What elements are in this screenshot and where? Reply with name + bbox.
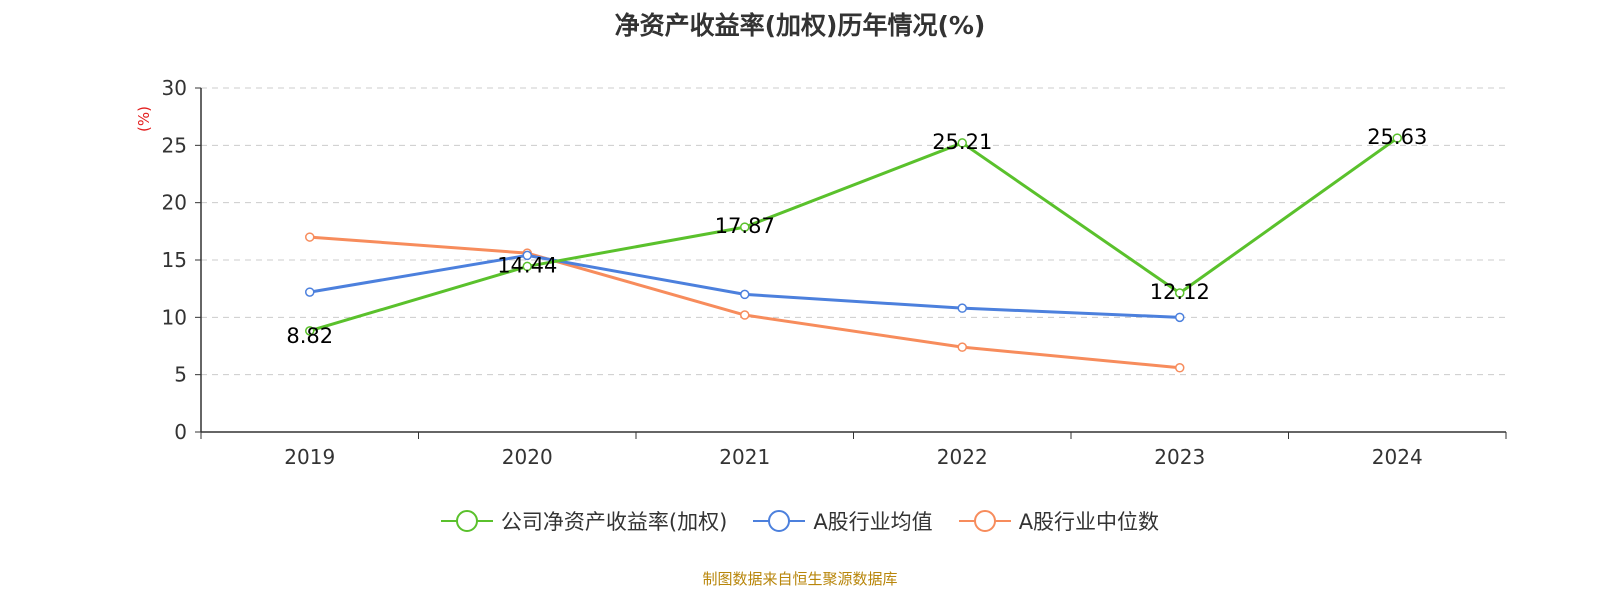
- data-point: [1392, 133, 1402, 143]
- data-label: 8.82: [286, 324, 333, 348]
- y-tick-label: 15: [162, 248, 187, 272]
- y-tick-label: 20: [162, 191, 187, 215]
- x-tick-label: 2021: [719, 445, 770, 469]
- x-tick-label: 2023: [1154, 445, 1205, 469]
- data-point: [1175, 312, 1185, 323]
- data-point: [305, 326, 315, 336]
- data-label: 25.21: [932, 130, 992, 154]
- legend: 公司净资产收益率(加权) A股行业均值 A股行业中位数: [0, 506, 1600, 536]
- x-tick-label: 2024: [1372, 445, 1423, 469]
- source-note: 制图数据来自恒生聚源数据库: [702, 570, 898, 588]
- data-point: [957, 138, 967, 148]
- series-lines: [305, 133, 1402, 373]
- legend-label: 公司净资产收益率(加权): [500, 510, 728, 534]
- legend-item-industry-mean[interactable]: A股行业均值: [753, 506, 933, 536]
- data-label: 25.63: [1367, 125, 1427, 149]
- y-tick-label: 0: [174, 420, 187, 444]
- y-tick-label: 30: [162, 76, 187, 100]
- data-point: [305, 232, 315, 242]
- legend-label: A股行业均值: [813, 510, 933, 534]
- data-label: 14.44: [497, 253, 557, 277]
- data-label: 17.87: [715, 214, 775, 238]
- legend-line-circle-icon: [753, 510, 806, 532]
- series-line-2: [309, 235, 1180, 370]
- legend-line-circle-icon: [958, 510, 1011, 532]
- data-point: [740, 289, 750, 300]
- data-point: [522, 250, 532, 261]
- line-chart-plot: 0 5 10 15 20 25 30 2019 2020 2021 2022 2023 2024 8.8…: [162, 76, 1507, 469]
- x-tick-label: 2022: [937, 445, 988, 469]
- data-labels: 8.82 14.44 17.87 25.21 12.12 25.63: [286, 125, 1427, 348]
- data-point: [1175, 288, 1185, 298]
- data-point: [522, 261, 532, 272]
- y-tick-label: 25: [162, 133, 187, 157]
- x-tick-label: 2020: [502, 445, 553, 469]
- data-point: [957, 342, 967, 352]
- chart-title: 净资产收益率(加权)历年情况(%): [614, 11, 986, 40]
- data-point: [957, 303, 967, 313]
- y-tick-label: 5: [174, 363, 187, 387]
- data-point: [1175, 363, 1185, 373]
- data-point: [305, 287, 315, 297]
- axes: 0 5 10 15 20 25 30 2019 2020 2021 2022 2023 2024: [162, 76, 1507, 469]
- data-point: [740, 222, 750, 232]
- legend-item-company-roe[interactable]: 公司净资产收益率(加权): [440, 506, 728, 536]
- data-label: 12.12: [1150, 280, 1210, 304]
- series-line-1: [309, 253, 1180, 319]
- legend-line-circle-icon: [440, 510, 493, 532]
- x-tick-label: 2019: [284, 445, 335, 469]
- legend-label: A股行业中位数: [1018, 510, 1160, 534]
- y-tick-label: 10: [162, 305, 187, 329]
- gridlines: [201, 87, 1506, 376]
- series-line-0: [309, 136, 1399, 333]
- data-point: [740, 310, 750, 320]
- legend-item-industry-median[interactable]: A股行业中位数: [958, 506, 1160, 536]
